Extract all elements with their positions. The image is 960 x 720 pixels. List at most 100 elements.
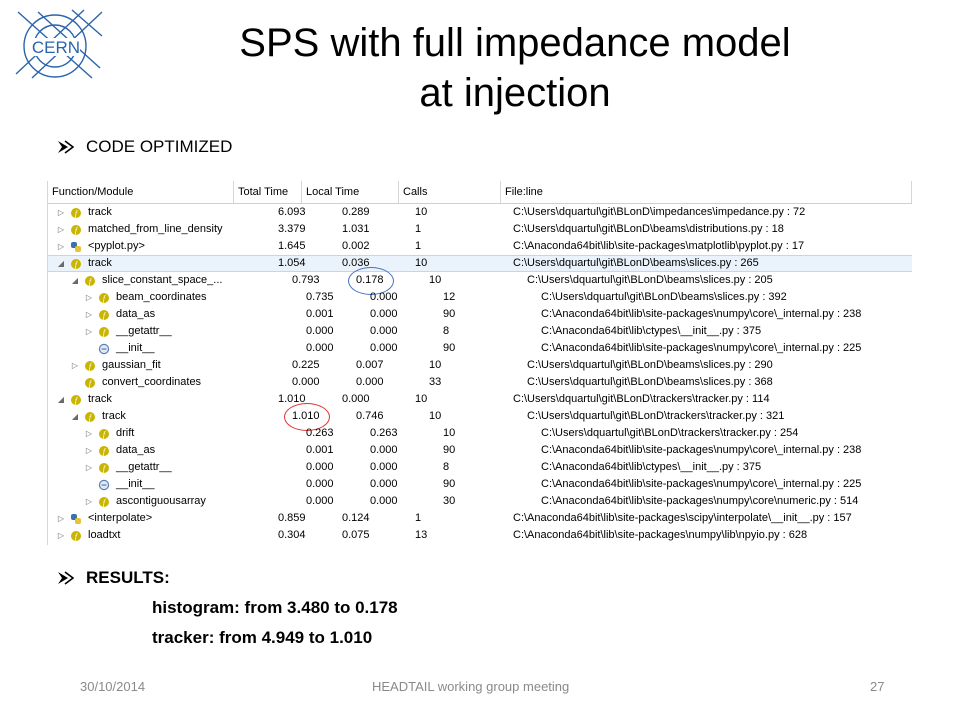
total-time-cell: 1.010 xyxy=(256,403,330,431)
local-time-cell: 0.178 xyxy=(324,267,421,295)
file-line-cell: C:\Anaconda64bit\lib\site-packages\numpy… xyxy=(537,306,912,323)
table-row[interactable]: ▷ f matched_from_line_density 3.379 1.031 1 C:… xyxy=(48,221,912,238)
table-row[interactable]: ▷ f beam_coordinates 0.735 0.000 12 C:\Users\d… xyxy=(48,289,912,306)
total-time-cell-text: 6.093 xyxy=(278,206,306,218)
local-time-cell: 0.000 xyxy=(338,323,435,340)
function-icon: f xyxy=(99,309,109,320)
table-row[interactable]: ◢ f track 1.010 0.746 10 C:\Users\dquartul\git… xyxy=(48,403,912,431)
calls-cell-text: 90 xyxy=(443,308,456,320)
expanded-caret-icon[interactable]: ◢ xyxy=(57,259,65,268)
calls-cell-text: 10 xyxy=(415,393,428,405)
table-row[interactable]: ▷ f __getattr__ 0.000 0.000 8 C:\Anaconda64bit… xyxy=(48,459,912,476)
bullet-code-optimized: CODE OPTIMIZED xyxy=(56,137,232,157)
collapsed-caret-icon[interactable]: ▷ xyxy=(57,242,65,251)
result-histogram: histogram: from 3.480 to 0.178 xyxy=(152,598,398,617)
file-line-cell: C:\Users\dquartul\git\BLonD\beams\slices… xyxy=(537,289,912,306)
function-name: data_as xyxy=(116,308,156,320)
table-row[interactable]: ▷ f gaussian_fit 0.225 0.007 10 C:\Users\dquar… xyxy=(48,357,912,374)
calls-cell-text: 8 xyxy=(443,325,450,337)
expanded-caret-icon[interactable]: ◢ xyxy=(57,395,65,404)
total-time-cell-text: 0.859 xyxy=(278,512,306,524)
calls-cell-text: 10 xyxy=(443,427,456,439)
table-row[interactable]: ▷ f __getattr__ 0.000 0.000 8 C:\Anaconda64bit… xyxy=(48,323,912,340)
function-icon: f xyxy=(85,411,95,422)
total-time-cell-text: 0.001 xyxy=(306,444,334,456)
collapsed-caret-icon[interactable]: ▷ xyxy=(85,310,93,319)
local-time-cell: 0.000 xyxy=(324,374,421,391)
calls-cell-text: 30 xyxy=(443,495,456,507)
table-row[interactable]: ▷ <pyplot.py> 1.645 0.002 1 C:\Anaconda64bit\… xyxy=(48,238,912,255)
collapsed-caret-icon[interactable]: ▷ xyxy=(85,327,93,336)
file-line-cell: C:\Anaconda64bit\lib\site-packages\numpy… xyxy=(537,493,912,510)
calls-cell: 8 xyxy=(435,323,537,340)
local-time-cell: 0.746 xyxy=(324,408,421,425)
function-cell: ▷ f ascontiguousarray xyxy=(48,493,270,510)
calls-cell-text: 1 xyxy=(415,512,422,524)
slide-title: SPS with full impedance model at injecti… xyxy=(130,18,900,118)
calls-cell-text: 12 xyxy=(443,291,456,303)
svg-text:f: f xyxy=(75,260,79,269)
local-time-cell: 0.000 xyxy=(338,459,435,476)
calls-cell-text: 90 xyxy=(443,444,456,456)
local-time-cell: 0.002 xyxy=(310,238,407,255)
local-time-cell: 0.000 xyxy=(338,493,435,510)
collapsed-caret-icon[interactable]: ▷ xyxy=(57,208,65,217)
total-time-cell: 1.054 xyxy=(242,256,310,271)
collapsed-caret-icon[interactable]: ▷ xyxy=(57,225,65,234)
col-header-calls[interactable]: Calls xyxy=(399,181,501,203)
local-time-cell-text: 0.036 xyxy=(342,257,370,269)
result-tracker: tracker: from 4.949 to 1.010 xyxy=(152,628,373,647)
collapsed-caret-icon[interactable]: ▷ xyxy=(57,514,65,523)
function-name: track xyxy=(102,410,126,422)
table-row[interactable]: ▷ f drift 0.263 0.263 10 C:\Users\dquartul\git… xyxy=(48,425,912,442)
calls-cell-text: 90 xyxy=(443,342,456,354)
table-row[interactable]: ◢ f track 1.054 0.036 10 C:\Users\dquartul\git… xyxy=(48,255,912,272)
function-icon: f xyxy=(99,462,109,473)
collapsed-caret-icon[interactable]: ▷ xyxy=(71,361,79,370)
col-header-function[interactable]: Function/Module xyxy=(48,181,234,203)
collapsed-caret-icon[interactable]: ▷ xyxy=(85,463,93,472)
file-line-cell: C:\Users\dquartul\git\BLonD\trackers\tra… xyxy=(509,391,912,408)
table-row[interactable]: f convert_coordinates 0.000 0.000 33 C:\Users… xyxy=(48,374,912,391)
function-icon: f xyxy=(71,258,81,269)
table-row[interactable]: ◢ f slice_constant_space_... 0.793 0.178 10 C:… xyxy=(48,267,912,295)
table-row[interactable]: ▷ f loadtxt 0.304 0.075 13 C:\Anaconda64bit\li… xyxy=(48,527,912,544)
function-cell: ▷ f __getattr__ xyxy=(48,323,270,340)
calls-cell-text: 1 xyxy=(415,223,422,235)
collapsed-caret-icon[interactable]: ▷ xyxy=(57,531,65,540)
local-time-cell-text: 0.263 xyxy=(370,427,398,439)
table-row[interactable]: ◢ f track 1.010 0.000 10 C:\Users\dquartul\git… xyxy=(48,391,912,408)
total-time-cell: 0.000 xyxy=(270,493,338,510)
calls-cell: 90 xyxy=(435,476,537,493)
expanded-caret-icon[interactable]: ◢ xyxy=(71,276,79,285)
table-row[interactable]: ▷ f data_as 0.001 0.000 90 C:\Anaconda64bit\li… xyxy=(48,442,912,459)
title-line-2: at injection xyxy=(419,71,611,115)
col-header-total-time[interactable]: Total Time xyxy=(234,181,302,203)
table-row[interactable]: ▷ f data_as 0.001 0.000 90 C:\Anaconda64bit\li… xyxy=(48,306,912,323)
collapsed-caret-icon[interactable]: ▷ xyxy=(85,429,93,438)
collapsed-caret-icon[interactable]: ▷ xyxy=(85,446,93,455)
col-header-local-time[interactable]: Local Time xyxy=(302,181,399,203)
calls-cell-text: 10 xyxy=(429,410,442,422)
col-header-file-line[interactable]: File:line xyxy=(501,181,912,203)
python-icon xyxy=(71,513,81,524)
total-time-cell-text: 0.000 xyxy=(306,461,334,473)
calls-cell: 33 xyxy=(421,374,523,391)
table-row[interactable]: __init__ 0.000 0.000 90 C:\Anaconda64bit\lib… xyxy=(48,476,912,493)
table-row[interactable]: ▷ f ascontiguousarray 0.000 0.000 30 C:\Anacon… xyxy=(48,493,912,510)
calls-cell-text: 90 xyxy=(443,478,456,490)
collapsed-caret-icon[interactable]: ▷ xyxy=(85,497,93,506)
local-time-cell-text: 0.000 xyxy=(370,478,398,490)
footer-date: 30/10/2014 xyxy=(80,679,146,694)
function-cell: ▷ f data_as xyxy=(48,306,270,323)
table-row[interactable]: __init__ 0.000 0.000 90 C:\Anaconda64bit\lib… xyxy=(48,340,912,357)
expanded-caret-icon[interactable]: ◢ xyxy=(71,412,79,421)
collapsed-caret-icon[interactable]: ▷ xyxy=(85,293,93,302)
file-line-cell-text: C:\Users\dquartul\git\BLonD\beams\slices… xyxy=(541,291,787,303)
bullet-code-optimized-text: CODE OPTIMIZED xyxy=(86,137,233,156)
cern-logo: CERN xyxy=(15,9,103,79)
table-row[interactable]: ▷ f track 6.093 0.289 10 C:\Users\dquartul\git… xyxy=(48,204,912,221)
table-header: Function/Module Total Time Local Time Ca… xyxy=(48,181,912,204)
file-line-cell-text: C:\Anaconda64bit\lib\site-packages\numpy… xyxy=(541,478,862,490)
table-row[interactable]: ▷ <interpolate> 0.859 0.124 1 C:\Anaconda64bi… xyxy=(48,510,912,527)
